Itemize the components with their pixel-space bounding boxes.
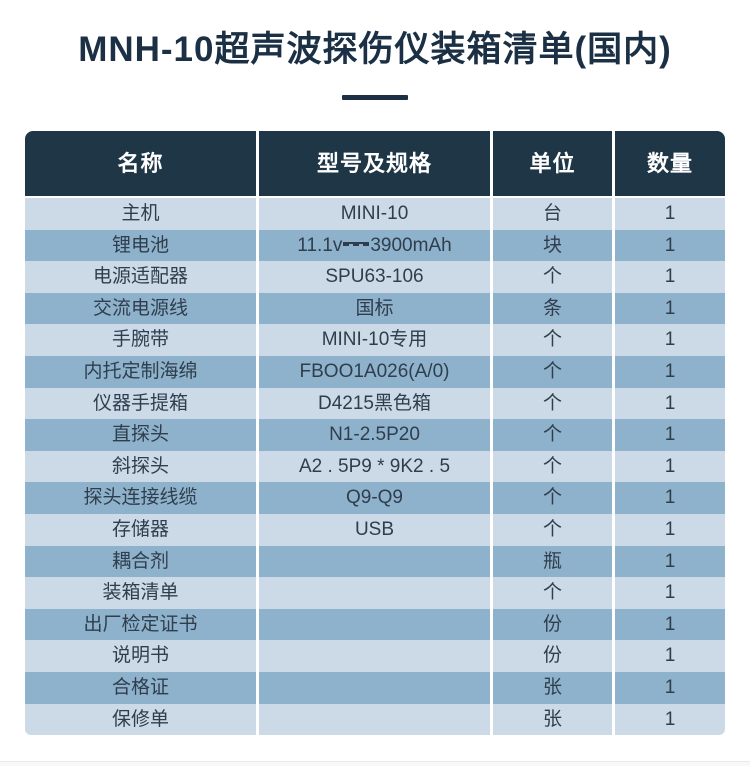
header-cell-spec: 型号及规格	[259, 131, 490, 196]
cell-qty: 1	[615, 703, 725, 736]
table-row: 装箱清单 个 1	[25, 577, 725, 609]
table-row: 主机 MINI-10 台 1	[25, 198, 725, 230]
cell-unit: 个	[493, 261, 612, 293]
cell-spec	[259, 608, 490, 641]
title-section: MNH-10超声波探伤仪装箱清单(国内)	[0, 0, 750, 100]
cell-unit: 瓶	[493, 545, 612, 578]
cell-name: 主机	[25, 198, 256, 230]
cell-spec	[259, 671, 490, 704]
cell-spec	[259, 640, 490, 672]
cell-spec: Q9-Q9	[259, 482, 490, 514]
cell-name: 存储器	[25, 513, 256, 546]
cell-qty: 1	[615, 671, 725, 704]
cell-spec: USB	[259, 513, 490, 546]
cell-unit: 个	[493, 482, 612, 514]
cell-unit: 个	[493, 513, 612, 546]
cell-spec	[259, 545, 490, 578]
cell-name: 合格证	[25, 671, 256, 704]
cell-qty: 1	[615, 292, 725, 325]
cell-qty: 1	[615, 355, 725, 388]
cell-name: 直探头	[25, 419, 256, 451]
table-row: 锂电池 11.1v 3900mAh 块 1	[25, 229, 725, 262]
cell-qty: 1	[615, 198, 725, 230]
cell-qty: 1	[615, 450, 725, 483]
title-underline	[342, 95, 408, 100]
cell-name: 装箱清单	[25, 577, 256, 609]
cell-name: 保修单	[25, 703, 256, 736]
cell-unit: 条	[493, 292, 612, 325]
header-cell-name: 名称	[25, 131, 256, 196]
cell-spec: FBOO1A026(A/0)	[259, 355, 490, 388]
cell-name: 仪器手提箱	[25, 387, 256, 420]
cell-name: 手腕带	[25, 324, 256, 356]
cell-unit: 张	[493, 703, 612, 736]
table-row: 说明书 份 1	[25, 640, 725, 672]
cell-spec: 国标	[259, 292, 490, 325]
cell-name: 交流电源线	[25, 292, 256, 325]
cell-qty: 1	[615, 640, 725, 672]
cell-spec: SPU63-106	[259, 261, 490, 293]
cell-spec	[259, 577, 490, 609]
cell-spec: A2 . 5P9 * 9K2 . 5	[259, 450, 490, 483]
cell-qty: 1	[615, 261, 725, 293]
table-row: 交流电源线 国标条 1	[25, 292, 725, 325]
table-header: 名称 型号及规格 单位 数量	[25, 131, 725, 196]
page-bottom-divider	[0, 761, 750, 766]
cell-qty: 1	[615, 229, 725, 262]
cell-name: 斜探头	[25, 450, 256, 483]
cell-name: 出厂检定证书	[25, 608, 256, 641]
cell-spec: MINI-10	[259, 198, 490, 230]
cell-name: 锂电池	[25, 229, 256, 262]
cell-spec: 11.1v 3900mAh	[259, 229, 490, 262]
table-row: 存储器 USB 个 1	[25, 513, 725, 546]
cell-unit: 份	[493, 640, 612, 672]
cell-unit: 个	[493, 577, 612, 609]
header-cell-unit: 单位	[493, 131, 612, 196]
cell-unit: 个	[493, 450, 612, 483]
table-row: 手腕带 MINI-10专用个 1	[25, 324, 725, 356]
cell-qty: 1	[615, 608, 725, 641]
cell-unit: 个	[493, 324, 612, 356]
dc-current-icon	[343, 241, 370, 246]
cell-name: 探头连接线缆	[25, 482, 256, 514]
cell-unit: 张	[493, 671, 612, 704]
cell-qty: 1	[615, 324, 725, 356]
page-title: MNH-10超声波探伤仪装箱清单(国内)	[78, 30, 672, 69]
cell-name: 电源适配器	[25, 261, 256, 293]
cell-qty: 1	[615, 387, 725, 420]
cell-name: 耦合剂	[25, 545, 256, 578]
table-row: 仪器手提箱 D4215黑色箱个 1	[25, 387, 725, 420]
cell-spec: D4215黑色箱	[259, 387, 490, 420]
cell-unit: 台	[493, 198, 612, 230]
table-row: 耦合剂 瓶 1	[25, 545, 725, 578]
table-row: 保修单 张 1	[25, 703, 725, 736]
header-row: 名称 型号及规格 单位 数量	[25, 131, 725, 196]
cell-unit: 个	[493, 387, 612, 420]
cell-unit: 份	[493, 608, 612, 641]
cell-name: 内托定制海绵	[25, 355, 256, 388]
table-row: 合格证 张 1	[25, 671, 725, 704]
cell-qty: 1	[615, 419, 725, 451]
cell-unit: 块	[493, 229, 612, 262]
cell-qty: 1	[615, 577, 725, 609]
cell-spec: N1-2.5P20	[259, 419, 490, 451]
cell-spec	[259, 703, 490, 736]
table-row: 直探头 N1-2.5P20 个 1	[25, 419, 725, 451]
cell-unit: 个	[493, 419, 612, 451]
header-cell-qty: 数量	[615, 131, 725, 196]
cell-unit: 个	[493, 355, 612, 388]
table-row: 内托定制海绵 FBOO1A026(A/0) 个 1	[25, 355, 725, 388]
cell-qty: 1	[615, 545, 725, 578]
cell-spec: MINI-10专用	[259, 324, 490, 356]
table-row: 探头连接线缆 Q9-Q9 个 1	[25, 482, 725, 514]
table-row: 出厂检定证书 份 1	[25, 608, 725, 641]
cell-qty: 1	[615, 513, 725, 546]
packing-list-table: 名称 型号及规格 单位 数量 主机 MINI-10 台 1 锂电池 11.1v 3900mA…	[25, 131, 725, 736]
cell-qty: 1	[615, 482, 725, 514]
table-row: 电源适配器 SPU63-106 个 1	[25, 261, 725, 293]
table-body: 主机 MINI-10 台 1 锂电池 11.1v 3900mAh 块 1 电源适配器 SPU63-1…	[25, 198, 725, 736]
cell-name: 说明书	[25, 640, 256, 672]
